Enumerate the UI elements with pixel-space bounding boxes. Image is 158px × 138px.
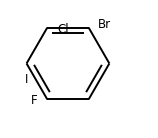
Text: Br: Br xyxy=(98,18,111,31)
Text: F: F xyxy=(31,94,38,107)
Text: I: I xyxy=(25,73,28,86)
Text: Cl: Cl xyxy=(57,22,69,35)
